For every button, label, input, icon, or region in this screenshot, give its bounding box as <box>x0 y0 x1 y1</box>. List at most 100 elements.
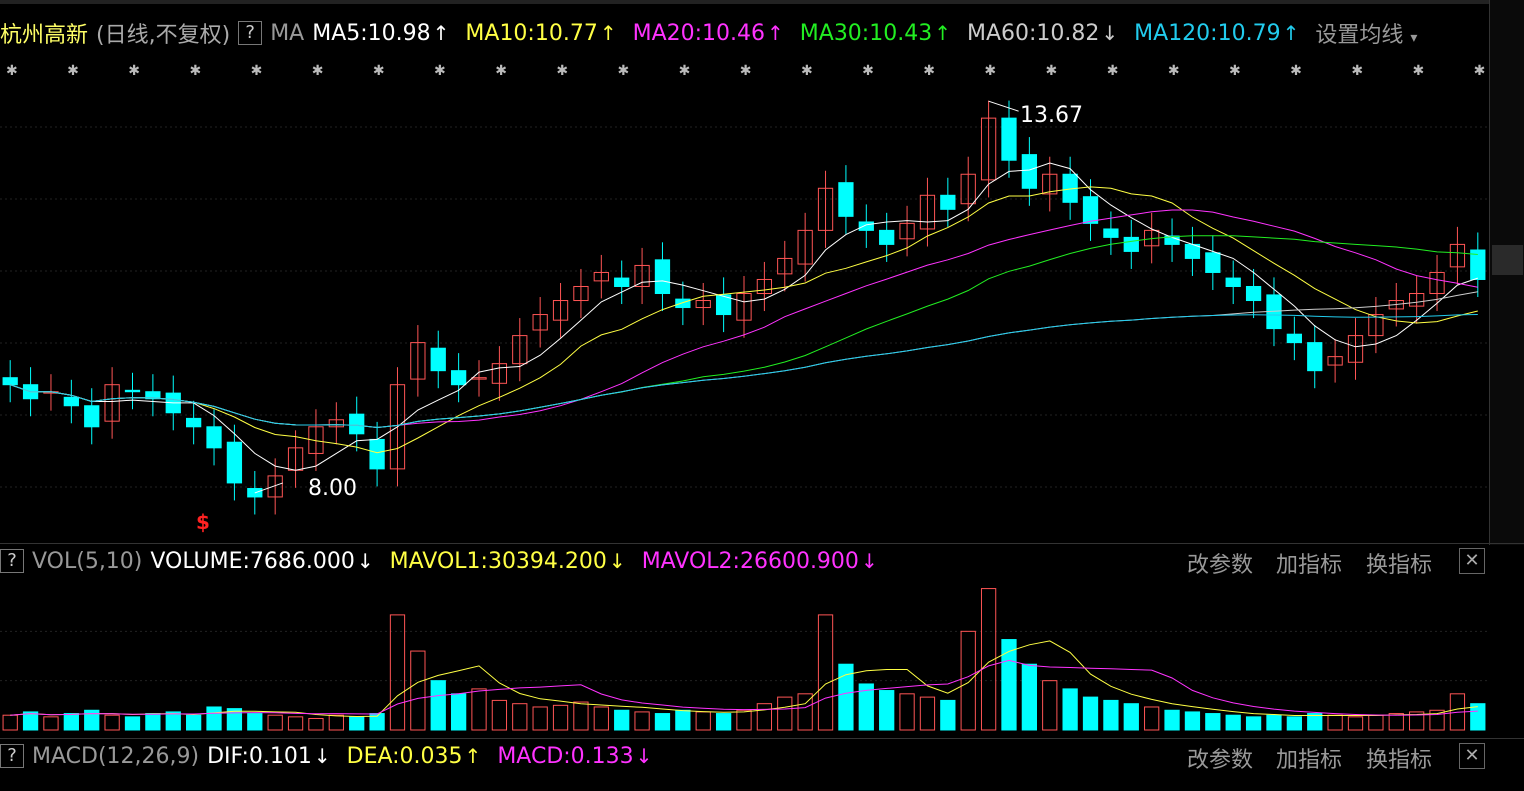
event-markers: ✱ ✱ ✱ ✱ ✱ ✱ ✱ ✱ ✱ ✱ ✱ ✱ ✱ ✱ ✱ ✱ ✱ ✱ ✱ ✱ ✱ ✱ ✱ ✱ ✱ <box>6 63 1485 79</box>
event-marker: ✱ <box>1046 63 1058 79</box>
event-marker: ✱ <box>1474 63 1486 79</box>
candle-body <box>634 264 650 287</box>
candle-body <box>1409 293 1425 307</box>
macd-add-indicator-button[interactable]: 加指标 <box>1276 748 1343 773</box>
stock-name[interactable]: 杭州高新 <box>0 23 89 48</box>
volume-chart[interactable] <box>0 582 1490 732</box>
candle-body <box>980 117 997 181</box>
candle-body <box>512 335 528 365</box>
volume-bar <box>1144 706 1160 731</box>
dea-value: DEA:0.035 ↑ <box>346 743 482 769</box>
candle-body <box>858 221 874 231</box>
volume-indicator-name: VOL(5,10) <box>32 548 143 574</box>
candle-body <box>675 298 691 309</box>
event-marker: ✱ <box>373 63 385 79</box>
volume-bar <box>247 713 263 731</box>
volume-bar <box>756 703 773 731</box>
volume-params-button[interactable]: 改参数 <box>1187 553 1254 578</box>
volume-bar <box>817 614 834 731</box>
ma-label: MA <box>270 20 305 46</box>
event-marker: ✱ <box>128 63 140 79</box>
ma10-value: MA10:10.77 ↑ <box>465 20 617 46</box>
ma30-value: MA30:10.43 ↑ <box>799 20 951 46</box>
volume-bar <box>1409 711 1425 731</box>
macd-header: ? MACD(12,26,9) DIF:0.101 ↓ DEA:0.035 ↑ MA… <box>0 739 668 773</box>
mavol1-value: MAVOL1:30394.200 ↓ <box>389 548 626 574</box>
high-pointer <box>988 100 1019 112</box>
volume-value: VOLUME:7686.000 ↓ <box>150 548 374 574</box>
candle-body <box>389 384 406 470</box>
volume-bar <box>1164 709 1180 731</box>
event-marker: ✱ <box>740 63 752 79</box>
candle-body <box>1347 335 1364 363</box>
candle-body <box>2 377 18 386</box>
candle-body <box>940 194 956 210</box>
candle-body <box>532 314 548 331</box>
candle-body <box>430 347 446 372</box>
volume-switch-indicator-button[interactable]: 换指标 <box>1366 553 1433 578</box>
candle-body <box>654 259 671 295</box>
candle-body <box>308 426 324 454</box>
volume-bar <box>1062 688 1078 731</box>
volume-bar <box>573 701 589 731</box>
ma5-line <box>10 162 1478 471</box>
candle-body <box>777 257 793 275</box>
candle-body <box>797 229 813 265</box>
price-header: 杭州高新 (日线,不复权) ? MA MA5:10.98 ↑ MA10:10.77… <box>0 16 1433 50</box>
volume-bar <box>552 704 569 731</box>
volume-bar <box>532 706 548 731</box>
ma-help-button[interactable]: ? <box>238 21 263 45</box>
volume-bar <box>287 716 304 731</box>
ma-settings-button[interactable]: 设置均线 ▾ <box>1315 23 1418 48</box>
candle-body <box>186 417 202 428</box>
candle-body <box>960 173 976 205</box>
ma60-value: MA60:10.82 ↓ <box>966 20 1119 46</box>
candle-body <box>1307 342 1323 372</box>
volume-bar <box>430 680 446 731</box>
candle-body <box>1327 356 1343 366</box>
volume-bar <box>389 614 406 731</box>
candle-body <box>1001 117 1017 161</box>
volume-add-indicator-button[interactable]: 加指标 <box>1276 553 1343 578</box>
volume-bar <box>1327 714 1343 731</box>
macd-close-button[interactable]: ✕ <box>1459 743 1485 769</box>
event-marker: ✱ <box>495 63 507 79</box>
volume-bar <box>1347 716 1364 731</box>
macd-help-button[interactable]: ? <box>0 744 24 768</box>
price-chart[interactable]: ✱ ✱ ✱ ✱ ✱ ✱ ✱ ✱ ✱ ✱ ✱ ✱ ✱ ✱ ✱ ✱ ✱ ✱ ✱ ✱ ✱ ✱ ✱ ✱ ✱ <box>0 55 1490 535</box>
candle-body <box>1368 314 1384 337</box>
dif-value: DIF:0.101 ↓ <box>207 743 331 769</box>
volume-close-button[interactable]: ✕ <box>1459 548 1485 574</box>
event-marker: ✱ <box>251 63 263 79</box>
candle-body <box>756 278 773 295</box>
macd-switch-indicator-button[interactable]: 换指标 <box>1366 748 1433 773</box>
scrollbar-thumb[interactable] <box>1492 245 1523 275</box>
event-marker: ✱ <box>189 63 201 79</box>
vertical-scrollbar[interactable] <box>1489 0 1524 545</box>
volume-bar <box>1021 663 1038 731</box>
volume-bar <box>1368 714 1384 731</box>
volume-help-button[interactable]: ? <box>0 549 24 573</box>
candle-body <box>1042 173 1058 195</box>
dollar-marker-icon[interactable]: $ <box>196 510 210 534</box>
top-tab-strip <box>0 0 1524 4</box>
event-marker: ✱ <box>1351 63 1363 79</box>
candle-body <box>104 384 120 422</box>
volume-bar <box>226 708 243 731</box>
volume-bar <box>267 714 283 731</box>
volume-bar <box>186 714 202 731</box>
volume-bar <box>104 714 120 731</box>
candle-body <box>491 363 508 384</box>
candle-body <box>1021 154 1038 189</box>
candle-body <box>1103 228 1119 238</box>
event-marker: ✱ <box>679 63 691 79</box>
volume-bar <box>512 703 528 731</box>
ma5-value: MA5:10.98 ↑ <box>312 20 450 46</box>
event-marker: ✱ <box>67 63 79 79</box>
volume-bar <box>1388 713 1404 731</box>
volume-bar <box>43 716 59 731</box>
volume-bar <box>22 711 39 731</box>
candle-body <box>899 222 915 240</box>
macd-params-button[interactable]: 改参数 <box>1187 748 1254 773</box>
volume-bar <box>328 714 344 731</box>
